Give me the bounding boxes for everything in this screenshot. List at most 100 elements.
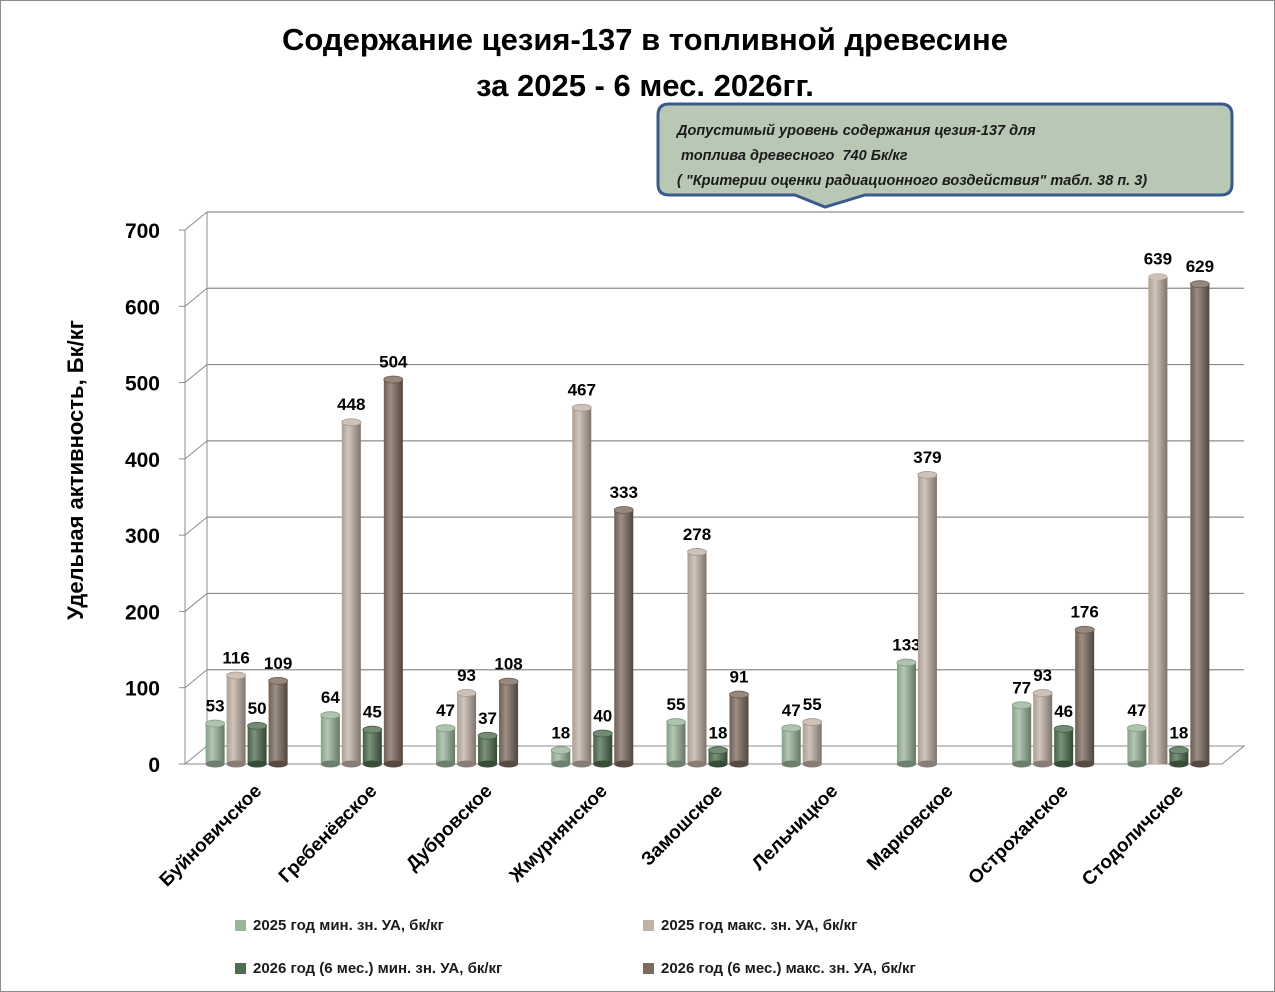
bar-base (1190, 760, 1210, 768)
legend-label: 2025 год мин. зн. УА, бк/кг (253, 916, 444, 934)
bar-body (457, 693, 477, 764)
x-tick-label: Замошское (637, 781, 727, 871)
bar-top (498, 677, 519, 686)
bar-body (1190, 284, 1210, 764)
bar-top (1189, 280, 1210, 289)
bar-base (802, 760, 822, 768)
bar (1189, 280, 1210, 768)
bar-base (247, 760, 267, 768)
y-tick-label: 700 (125, 220, 160, 243)
bar-body (1054, 728, 1074, 764)
y-tick-label: 0 (148, 754, 160, 777)
data-label: 18 (1169, 723, 1188, 742)
bar-base (1169, 760, 1189, 768)
bar (550, 746, 571, 768)
bar-body (436, 728, 456, 764)
bar-top (687, 548, 707, 556)
bar-top (571, 403, 592, 412)
data-label: 55 (667, 695, 686, 714)
bar (1148, 273, 1168, 764)
bar (435, 724, 456, 768)
bar (687, 548, 707, 768)
x-tick-label: Жмурнянское (505, 781, 612, 888)
legend-swatch (235, 919, 246, 931)
data-label: 379 (913, 448, 941, 467)
bar-base (1075, 760, 1095, 768)
bar-top (896, 658, 917, 667)
gridline-side (184, 516, 208, 536)
bar-top (456, 689, 477, 697)
bar (1168, 746, 1189, 768)
bar-base (666, 760, 686, 768)
bar-base (268, 760, 288, 768)
bar-body (687, 551, 707, 764)
bar-top (383, 375, 404, 384)
bar (729, 690, 749, 768)
floor (183, 745, 1246, 765)
bar (708, 746, 728, 768)
bar (456, 689, 477, 768)
bar (362, 725, 383, 768)
y-tick-label: 200 (125, 601, 160, 624)
bar (226, 671, 247, 768)
gridline-side (184, 287, 208, 307)
bar-top (1074, 625, 1095, 634)
bar-body (802, 722, 822, 764)
bar-base (1127, 760, 1147, 768)
data-label: 18 (551, 723, 570, 742)
bar (592, 729, 613, 768)
bar (498, 677, 519, 768)
x-tick-label: Стодоличское (1078, 781, 1188, 891)
legend-item: 2026 год (6 мес.) мин. зн. УА, бк/кг (235, 957, 502, 979)
data-label: 108 (494, 655, 522, 674)
bar-body (478, 735, 498, 764)
gridline-side (184, 440, 208, 460)
bar-top (1011, 701, 1032, 710)
data-label: 333 (610, 483, 638, 502)
bar-top (1053, 725, 1074, 733)
bar-body (268, 680, 288, 764)
gridlines (179, 211, 1246, 765)
x-tick-label: Гребенёвское (275, 781, 381, 887)
bar-top (708, 746, 728, 755)
bar-base (383, 760, 403, 768)
data-label: 40 (593, 706, 612, 725)
bar-base (572, 760, 592, 768)
y-tick-label: 400 (125, 449, 160, 472)
bar-top (268, 676, 289, 685)
bar-body (1148, 276, 1168, 764)
x-tick-label: Марковское (863, 781, 957, 875)
bar-top (1148, 273, 1168, 281)
bar-body (226, 675, 246, 764)
bar-base (614, 760, 634, 768)
data-label: 53 (206, 697, 225, 716)
bar-body (917, 474, 937, 764)
bar-body (247, 725, 267, 764)
bar-body (1033, 693, 1053, 764)
bar-base (478, 760, 498, 768)
gridline-side (184, 211, 208, 231)
bar-base (1033, 760, 1053, 768)
bar-base (593, 760, 613, 768)
bar-top (247, 721, 268, 730)
bar-base (729, 760, 749, 768)
bar-body (781, 728, 801, 764)
bar-base (499, 760, 519, 768)
data-label: 46 (1054, 702, 1073, 721)
bar-top (435, 724, 456, 733)
callout-line-1: Допустимый уровень содержания цезия-137 … (677, 123, 1036, 139)
bar-top (1126, 724, 1147, 733)
bar-top (205, 719, 226, 728)
legend-item: 2025 год мин. зн. УА, бк/кг (235, 914, 444, 936)
bar-base (436, 760, 456, 768)
bar-top (729, 690, 749, 699)
bar (802, 718, 823, 768)
bar (1011, 701, 1032, 768)
bar (268, 676, 289, 768)
bar-body (320, 715, 340, 764)
x-tick-label: Лельчицкое (748, 781, 842, 875)
bar (320, 711, 341, 768)
bar-base (781, 760, 801, 768)
bar-top (781, 724, 802, 733)
bar-top (802, 718, 823, 726)
